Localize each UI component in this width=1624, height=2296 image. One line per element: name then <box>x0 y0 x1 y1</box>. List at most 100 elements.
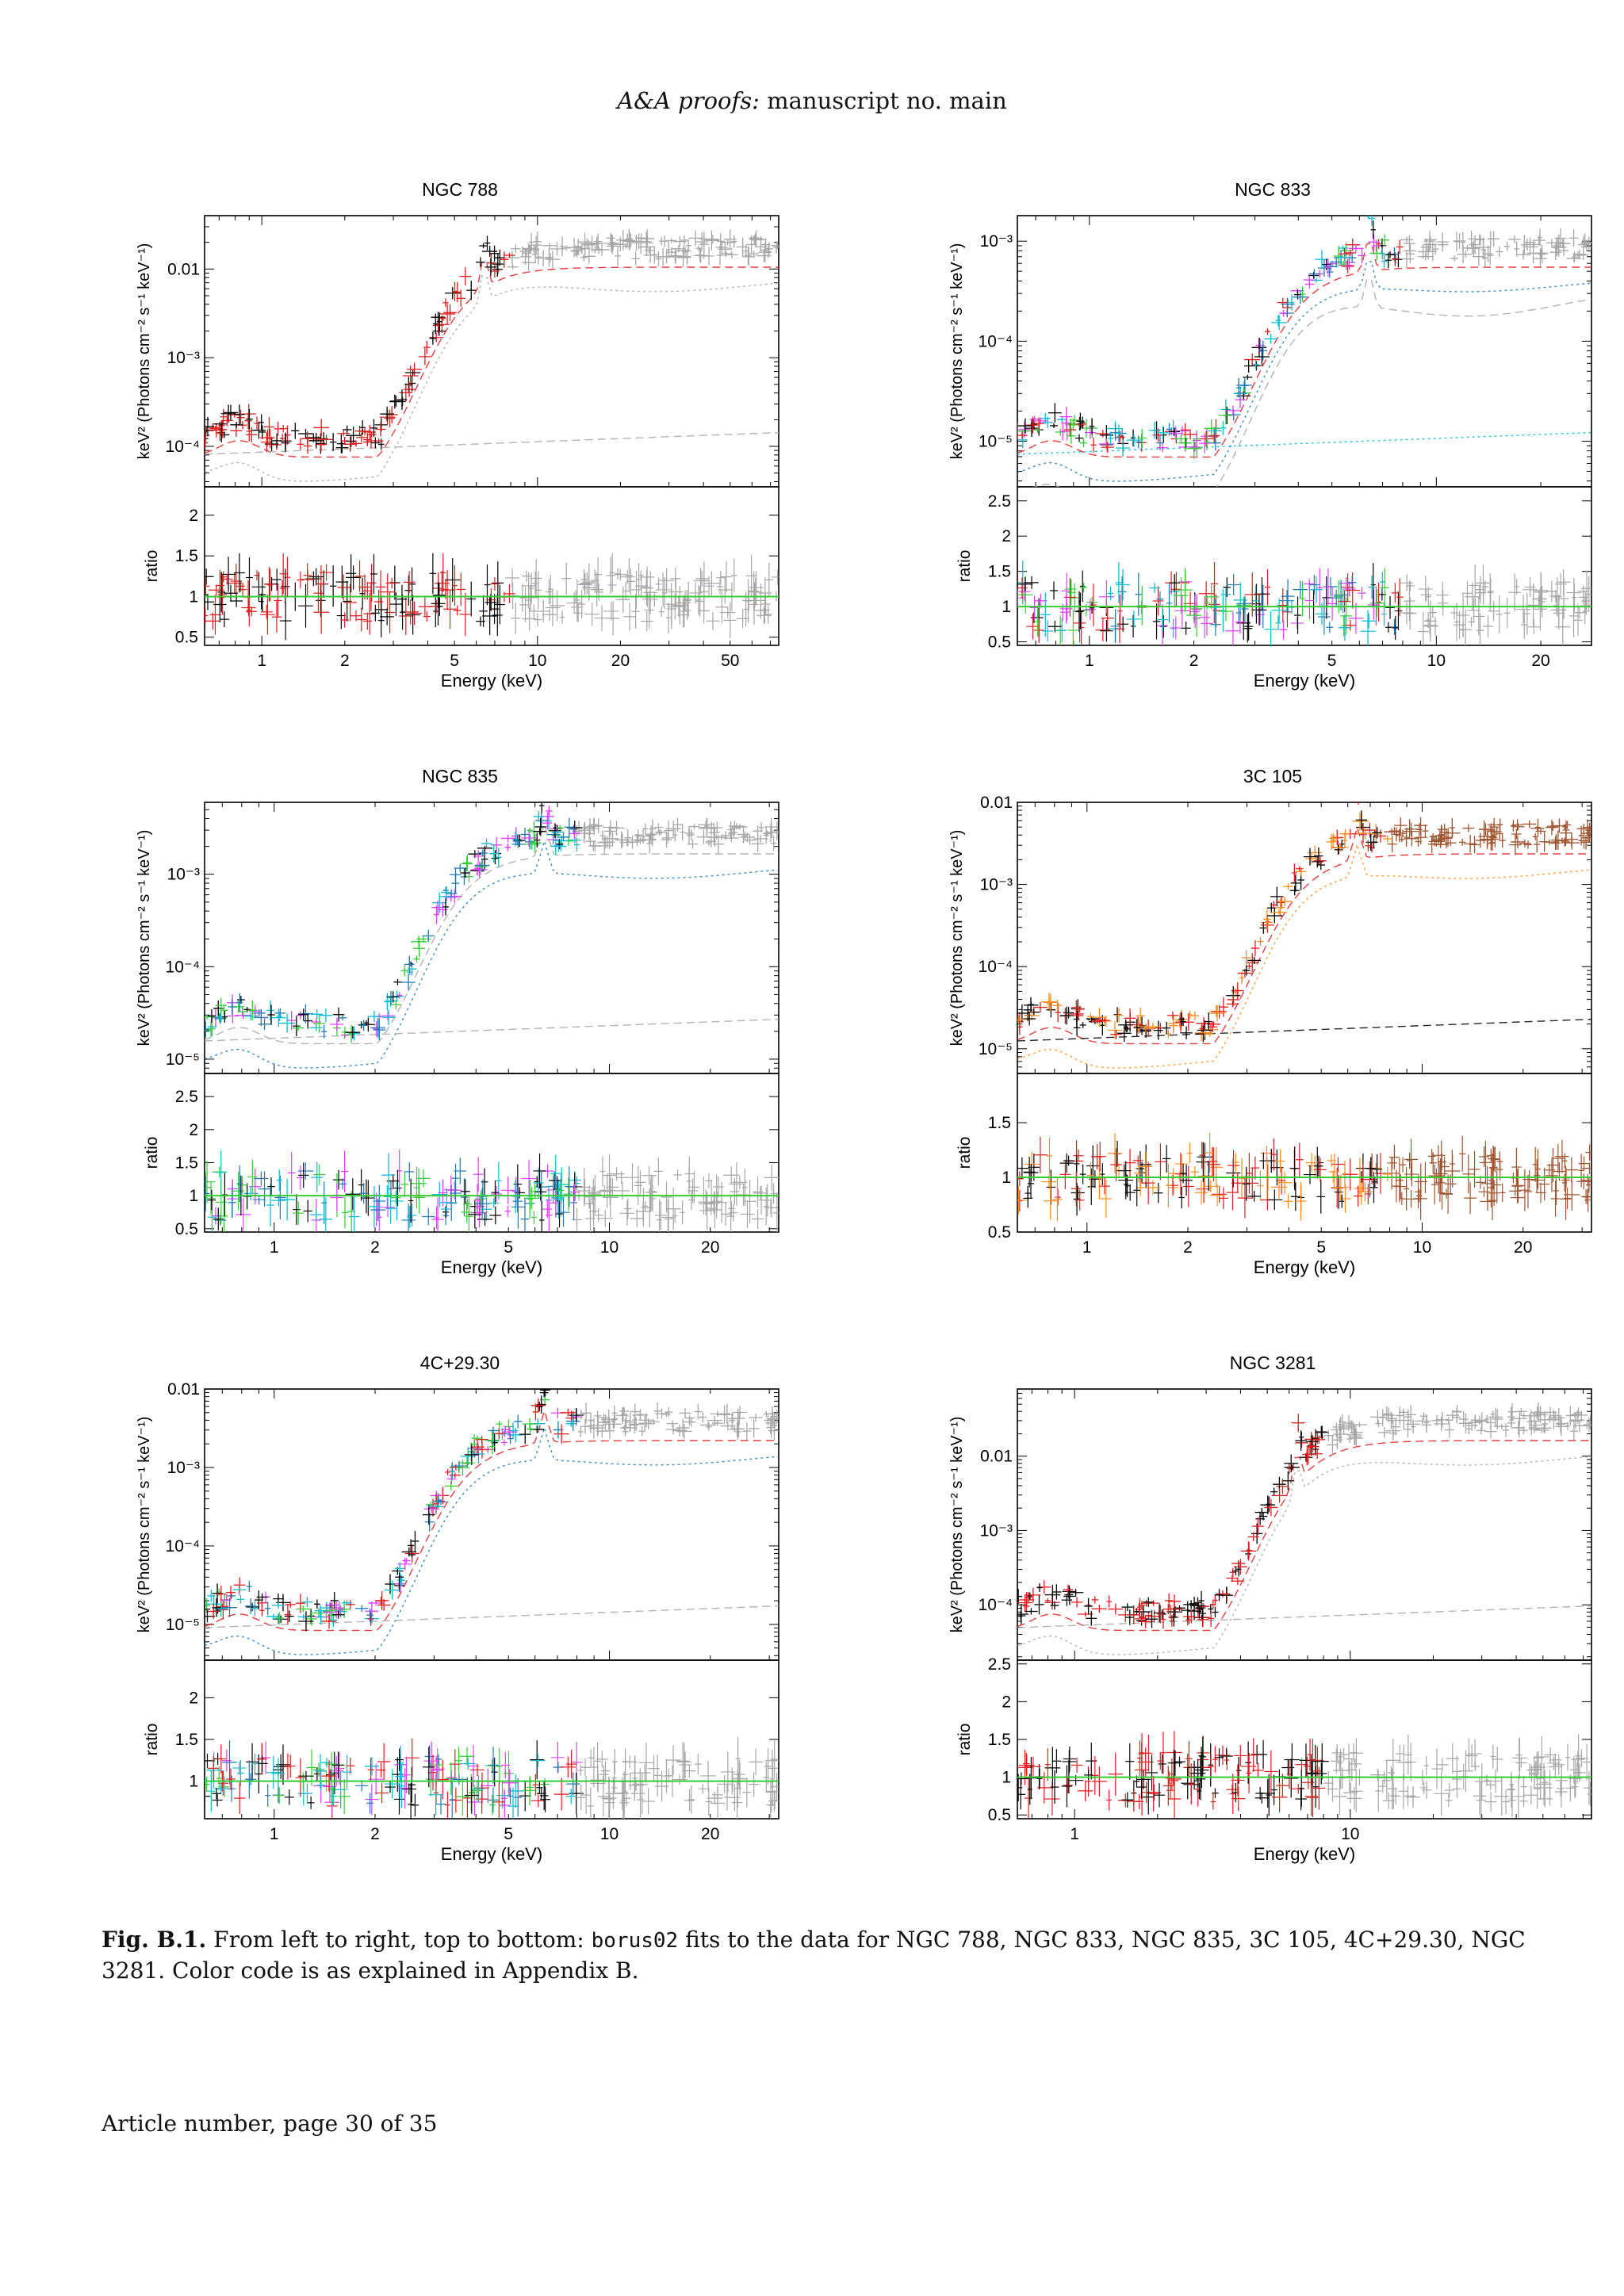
y-tick-label: 10⁻⁴ <box>979 958 1013 976</box>
x-tick-label: 2 <box>1183 1238 1193 1257</box>
ratio-tick-label: 2.5 <box>175 1088 198 1106</box>
y-tick-label: 0.01 <box>980 794 1013 812</box>
x-tick-label: 5 <box>504 1238 513 1257</box>
y-tick-label: 10⁻⁵ <box>979 1040 1013 1058</box>
ratio-axes-frame <box>1017 486 1592 646</box>
spectrum-data <box>1017 802 1591 1069</box>
panel-title: 4C+29.30 <box>419 1353 500 1373</box>
x-tick-label: 20 <box>1514 1238 1532 1257</box>
model-curve <box>205 261 779 458</box>
ratio-data <box>1017 1132 1591 1222</box>
x-tick-label: 20 <box>701 1238 719 1257</box>
x-tick-label: 1 <box>257 652 266 670</box>
x-tick-label: 20 <box>1531 652 1549 670</box>
ratio-tick-label: 2.5 <box>988 492 1011 511</box>
panel-title: NGC 788 <box>422 179 498 200</box>
ratio-axes-frame <box>204 1073 779 1233</box>
ratio-tick-label: 1 <box>189 587 198 606</box>
x-tick-label: 2 <box>370 1825 380 1843</box>
ratio-axis-label: ratio <box>143 1724 161 1756</box>
manuscript-number: manuscript no. main <box>767 87 1007 114</box>
spectrum-axes-frame <box>1017 215 1592 488</box>
model-curve <box>205 1018 779 1042</box>
ratio-tick-label: 1.5 <box>175 1731 198 1749</box>
y-tick-label: 0.01 <box>167 260 200 278</box>
x-tick-label: 2 <box>370 1238 380 1257</box>
model-curve <box>205 1605 779 1628</box>
x-tick-label: 1 <box>1085 652 1094 670</box>
ratio-tick-label: 2 <box>189 1689 198 1707</box>
x-tick-label: 20 <box>701 1825 719 1843</box>
figure-panel: NGC 833 1 2 5 10 20 Energy (keV) 10⁻⁵ 10⁻⁴ 10⁻³ 0… <box>948 179 1598 718</box>
model-curve <box>205 275 779 482</box>
model-curve <box>205 1408 779 1632</box>
x-tick-label: 20 <box>611 652 630 670</box>
x-tick-label: 1 <box>270 1238 279 1257</box>
ratio-tick-label: 0.5 <box>988 633 1011 652</box>
model-curve <box>1017 261 1591 482</box>
x-tick-label: 10 <box>600 1238 619 1257</box>
ratio-tick-label: 1.5 <box>988 563 1011 581</box>
ratio-axis-label: ratio <box>956 1137 974 1169</box>
x-tick-label: 1 <box>1082 1238 1092 1257</box>
spectrum-plot: 1 2 5 10 20 50 Energy (keV) 10⁻⁴ 10⁻³ 0.01 0.5 1 1.5… <box>136 215 779 691</box>
ratio-axes-frame <box>1017 1073 1592 1233</box>
x-tick-label: 10 <box>600 1825 619 1843</box>
spectrum-plot: 1 2 5 10 20 Energy (keV) 10⁻⁵ 10⁻⁴ 10⁻³ 0.01 0.5 1 1… <box>948 794 1592 1277</box>
ratio-tick-label: 2 <box>189 1121 198 1139</box>
x-tick-label: 10 <box>528 652 546 670</box>
x-tick-label: 5 <box>504 1825 513 1843</box>
x-tick-label: 1 <box>270 1825 279 1843</box>
ratio-tick-label: 1 <box>1002 598 1011 616</box>
x-axis-label: Energy (keV) <box>441 671 542 691</box>
y-tick-label: 10⁻⁵ <box>979 432 1013 450</box>
ratio-tick-label: 0.5 <box>988 1223 1011 1242</box>
panel-title: 3C 105 <box>1243 766 1303 786</box>
y-tick-label: 10⁻³ <box>167 349 200 367</box>
x-tick-label: 5 <box>1316 1238 1326 1257</box>
ratio-tick-label: 1 <box>1002 1169 1011 1187</box>
ratio-tick-label: 0.5 <box>175 1220 198 1238</box>
y-axis-label: keV² (Photons cm⁻² s⁻¹ keV⁻¹) <box>136 243 153 460</box>
model-curve <box>205 1425 779 1655</box>
x-tick-label: 10 <box>1427 652 1446 670</box>
ratio-tick-label: 1 <box>189 1187 198 1205</box>
y-axis-label: keV² (Photons cm⁻² s⁻¹ keV⁻¹) <box>136 830 153 1047</box>
y-axis-label: keV² (Photons cm⁻² s⁻¹ keV⁻¹) <box>136 1417 153 1633</box>
figure-panel: NGC 788 1 2 5 10 20 50 Energy (keV) 10⁻⁴ 10⁻³ 0.0… <box>135 179 785 718</box>
spectrum-data <box>1017 216 1591 487</box>
spectrum-data <box>205 802 779 1069</box>
ratio-axis-label: ratio <box>956 550 974 583</box>
ratio-tick-label: 1.5 <box>175 547 198 565</box>
y-tick-label: 10⁻⁴ <box>979 332 1013 350</box>
ratio-tick-label: 1 <box>189 1773 198 1791</box>
figure-panel: 4C+29.30 1 2 5 10 20 Energy (keV) 10⁻⁵ 10⁻⁴ 10⁻³… <box>135 1353 785 1892</box>
journal-name: A&A proofs: <box>617 87 760 114</box>
spectrum-plot: 1 2 5 10 20 Energy (keV) 10⁻⁵ 10⁻⁴ 10⁻³ 0.5 1 1.5 2 2… <box>136 802 779 1277</box>
y-tick-label: 10⁻⁵ <box>166 1050 200 1069</box>
ratio-axes-frame <box>204 1659 779 1820</box>
ratio-tick-label: 2 <box>189 507 198 525</box>
model-curve <box>1017 842 1591 1069</box>
model-curve <box>205 431 779 455</box>
ratio-tick-label: 0.5 <box>175 629 198 647</box>
ratio-axis-label: ratio <box>143 1137 161 1169</box>
x-tick-label: 5 <box>450 652 459 670</box>
y-tick-label: 10⁻⁴ <box>166 1537 200 1556</box>
y-tick-label: 10⁻³ <box>167 866 200 884</box>
ratio-data <box>205 553 779 641</box>
model-curve <box>1017 431 1591 455</box>
ratio-data <box>205 1150 779 1232</box>
ratio-axes-frame <box>204 486 779 646</box>
y-axis-label: keV² (Photons cm⁻² s⁻¹ keV⁻¹) <box>948 830 966 1047</box>
y-tick-label: 10⁻³ <box>980 232 1013 251</box>
model-curve <box>1017 1018 1591 1042</box>
figure-panel: 3C 105 1 2 5 10 20 Energy (keV) 10⁻⁵ 10⁻⁴ 10⁻³ 0.… <box>948 766 1598 1305</box>
x-axis-label: Energy (keV) <box>1254 1257 1355 1277</box>
x-tick-label: 2 <box>1189 652 1199 670</box>
panel-title: NGC 835 <box>422 766 498 786</box>
running-head: A&A proofs: manuscript no. main <box>0 87 1624 114</box>
y-tick-label: 10⁻⁴ <box>166 438 200 456</box>
x-axis-label: Energy (keV) <box>441 1844 542 1864</box>
x-tick-label: 2 <box>340 652 350 670</box>
